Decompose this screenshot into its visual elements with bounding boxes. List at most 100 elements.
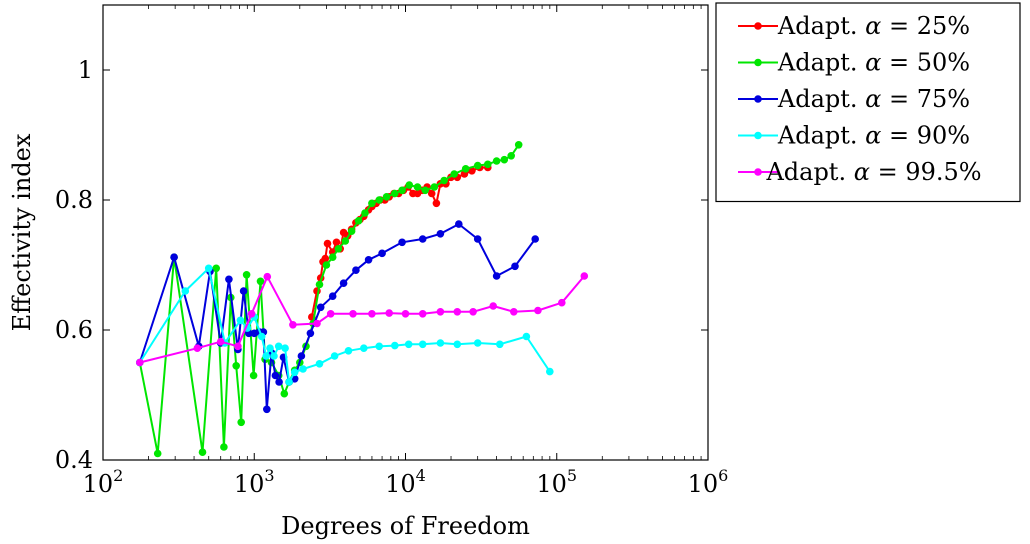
- data-point: [326, 310, 335, 318]
- data-point: [468, 167, 476, 175]
- data-point: [280, 389, 289, 398]
- data-point: [198, 448, 207, 457]
- legend-entry: Adapt. α = 99.5%: [738, 158, 982, 186]
- data-point: [514, 141, 523, 149]
- data-point: [492, 272, 501, 280]
- series-5: [136, 272, 589, 367]
- data-point: [266, 344, 274, 353]
- legend-marker: [754, 58, 762, 67]
- data-point: [492, 157, 501, 165]
- y-tick-label: 1: [78, 56, 93, 84]
- data-point: [453, 308, 462, 316]
- data-point: [418, 340, 427, 349]
- data-point: [334, 245, 343, 253]
- data-point: [275, 378, 283, 386]
- data-point: [421, 186, 430, 195]
- data-point: [430, 183, 439, 191]
- series-line: [139, 275, 586, 364]
- data-point: [522, 332, 531, 341]
- legend-marker: [754, 95, 762, 103]
- data-point: [289, 321, 297, 329]
- data-point: [321, 254, 330, 263]
- data-point: [507, 152, 515, 160]
- legend-box: [715, 2, 1021, 203]
- data-point: [361, 209, 369, 217]
- data-point: [534, 306, 542, 315]
- data-point: [247, 310, 256, 318]
- data-point: [398, 186, 406, 195]
- data-point: [328, 292, 337, 301]
- data-point: [375, 196, 384, 204]
- legend-label: Adapt. α = 25%: [777, 12, 970, 40]
- data-point: [531, 235, 539, 243]
- legend-label: Adapt. α = 50%: [777, 49, 970, 77]
- data-point: [484, 160, 492, 169]
- data-point: [473, 161, 482, 170]
- data-point: [558, 298, 566, 307]
- data-point: [378, 249, 386, 258]
- data-point: [473, 235, 482, 243]
- data-point: [382, 193, 391, 201]
- data-point: [315, 280, 324, 289]
- data-point: [285, 378, 293, 386]
- data-point: [316, 303, 325, 312]
- data-point: [440, 176, 448, 185]
- data-point: [193, 344, 202, 353]
- legend-marker: [754, 131, 762, 140]
- data-point: [212, 264, 220, 273]
- data-point: [510, 308, 518, 316]
- y-axis-label: Effectivity index: [8, 133, 36, 331]
- data-point: [500, 155, 509, 164]
- legend-label: Adapt. α = 75%: [777, 85, 970, 113]
- axis-ticks: 102 103 104 105 106 0.4 0.6 0.8 1: [55, 5, 729, 498]
- legend: Adapt. α = 25% Adapt. α = 50% Adapt. α = 7…: [715, 2, 1021, 203]
- data-point: [220, 443, 228, 451]
- data-point: [354, 217, 363, 225]
- data-point: [204, 264, 213, 273]
- data-point: [580, 272, 589, 280]
- data-point: [546, 367, 554, 376]
- x-tick-label: 104: [385, 466, 426, 498]
- data-point: [313, 319, 321, 328]
- data-point: [281, 344, 289, 353]
- x-tick-label: 106: [688, 466, 729, 498]
- data-point: [339, 279, 348, 288]
- legend-marker: [754, 22, 762, 30]
- data-point: [418, 235, 427, 243]
- data-point: [391, 189, 399, 198]
- data-point: [234, 342, 242, 351]
- data-point: [450, 170, 459, 178]
- x-tick-label: 102: [83, 466, 124, 498]
- data-point: [360, 344, 368, 353]
- data-point: [401, 310, 410, 318]
- data-point: [262, 352, 271, 360]
- data-point: [225, 275, 233, 284]
- data-point: [352, 266, 360, 275]
- data-point: [375, 342, 384, 351]
- data-point: [153, 449, 162, 458]
- x-axis-label: Degrees of Freedom: [281, 512, 530, 540]
- data-point: [256, 277, 265, 286]
- data-point: [236, 316, 245, 325]
- legend-entry: Adapt. α = 90%: [738, 122, 970, 150]
- legend-entry: Adapt. α = 25%: [738, 12, 970, 40]
- data-point: [170, 253, 178, 261]
- legend-label: Adapt. α = 99.5%: [765, 158, 981, 186]
- data-point: [341, 237, 350, 245]
- data-point: [391, 341, 399, 350]
- legend-marker: [754, 168, 762, 176]
- data-point: [332, 238, 341, 247]
- data-point: [216, 337, 225, 346]
- data-point: [364, 255, 373, 264]
- data-point: [328, 253, 337, 261]
- series-lines: [136, 141, 589, 458]
- x-tick-label: 105: [536, 466, 577, 498]
- legend-entry: Adapt. α = 50%: [738, 49, 970, 77]
- y-tick-label: 0.4: [55, 446, 93, 474]
- data-point: [432, 199, 441, 208]
- data-point: [461, 165, 470, 173]
- data-point: [511, 262, 519, 271]
- data-point: [249, 371, 258, 380]
- data-point: [418, 310, 427, 318]
